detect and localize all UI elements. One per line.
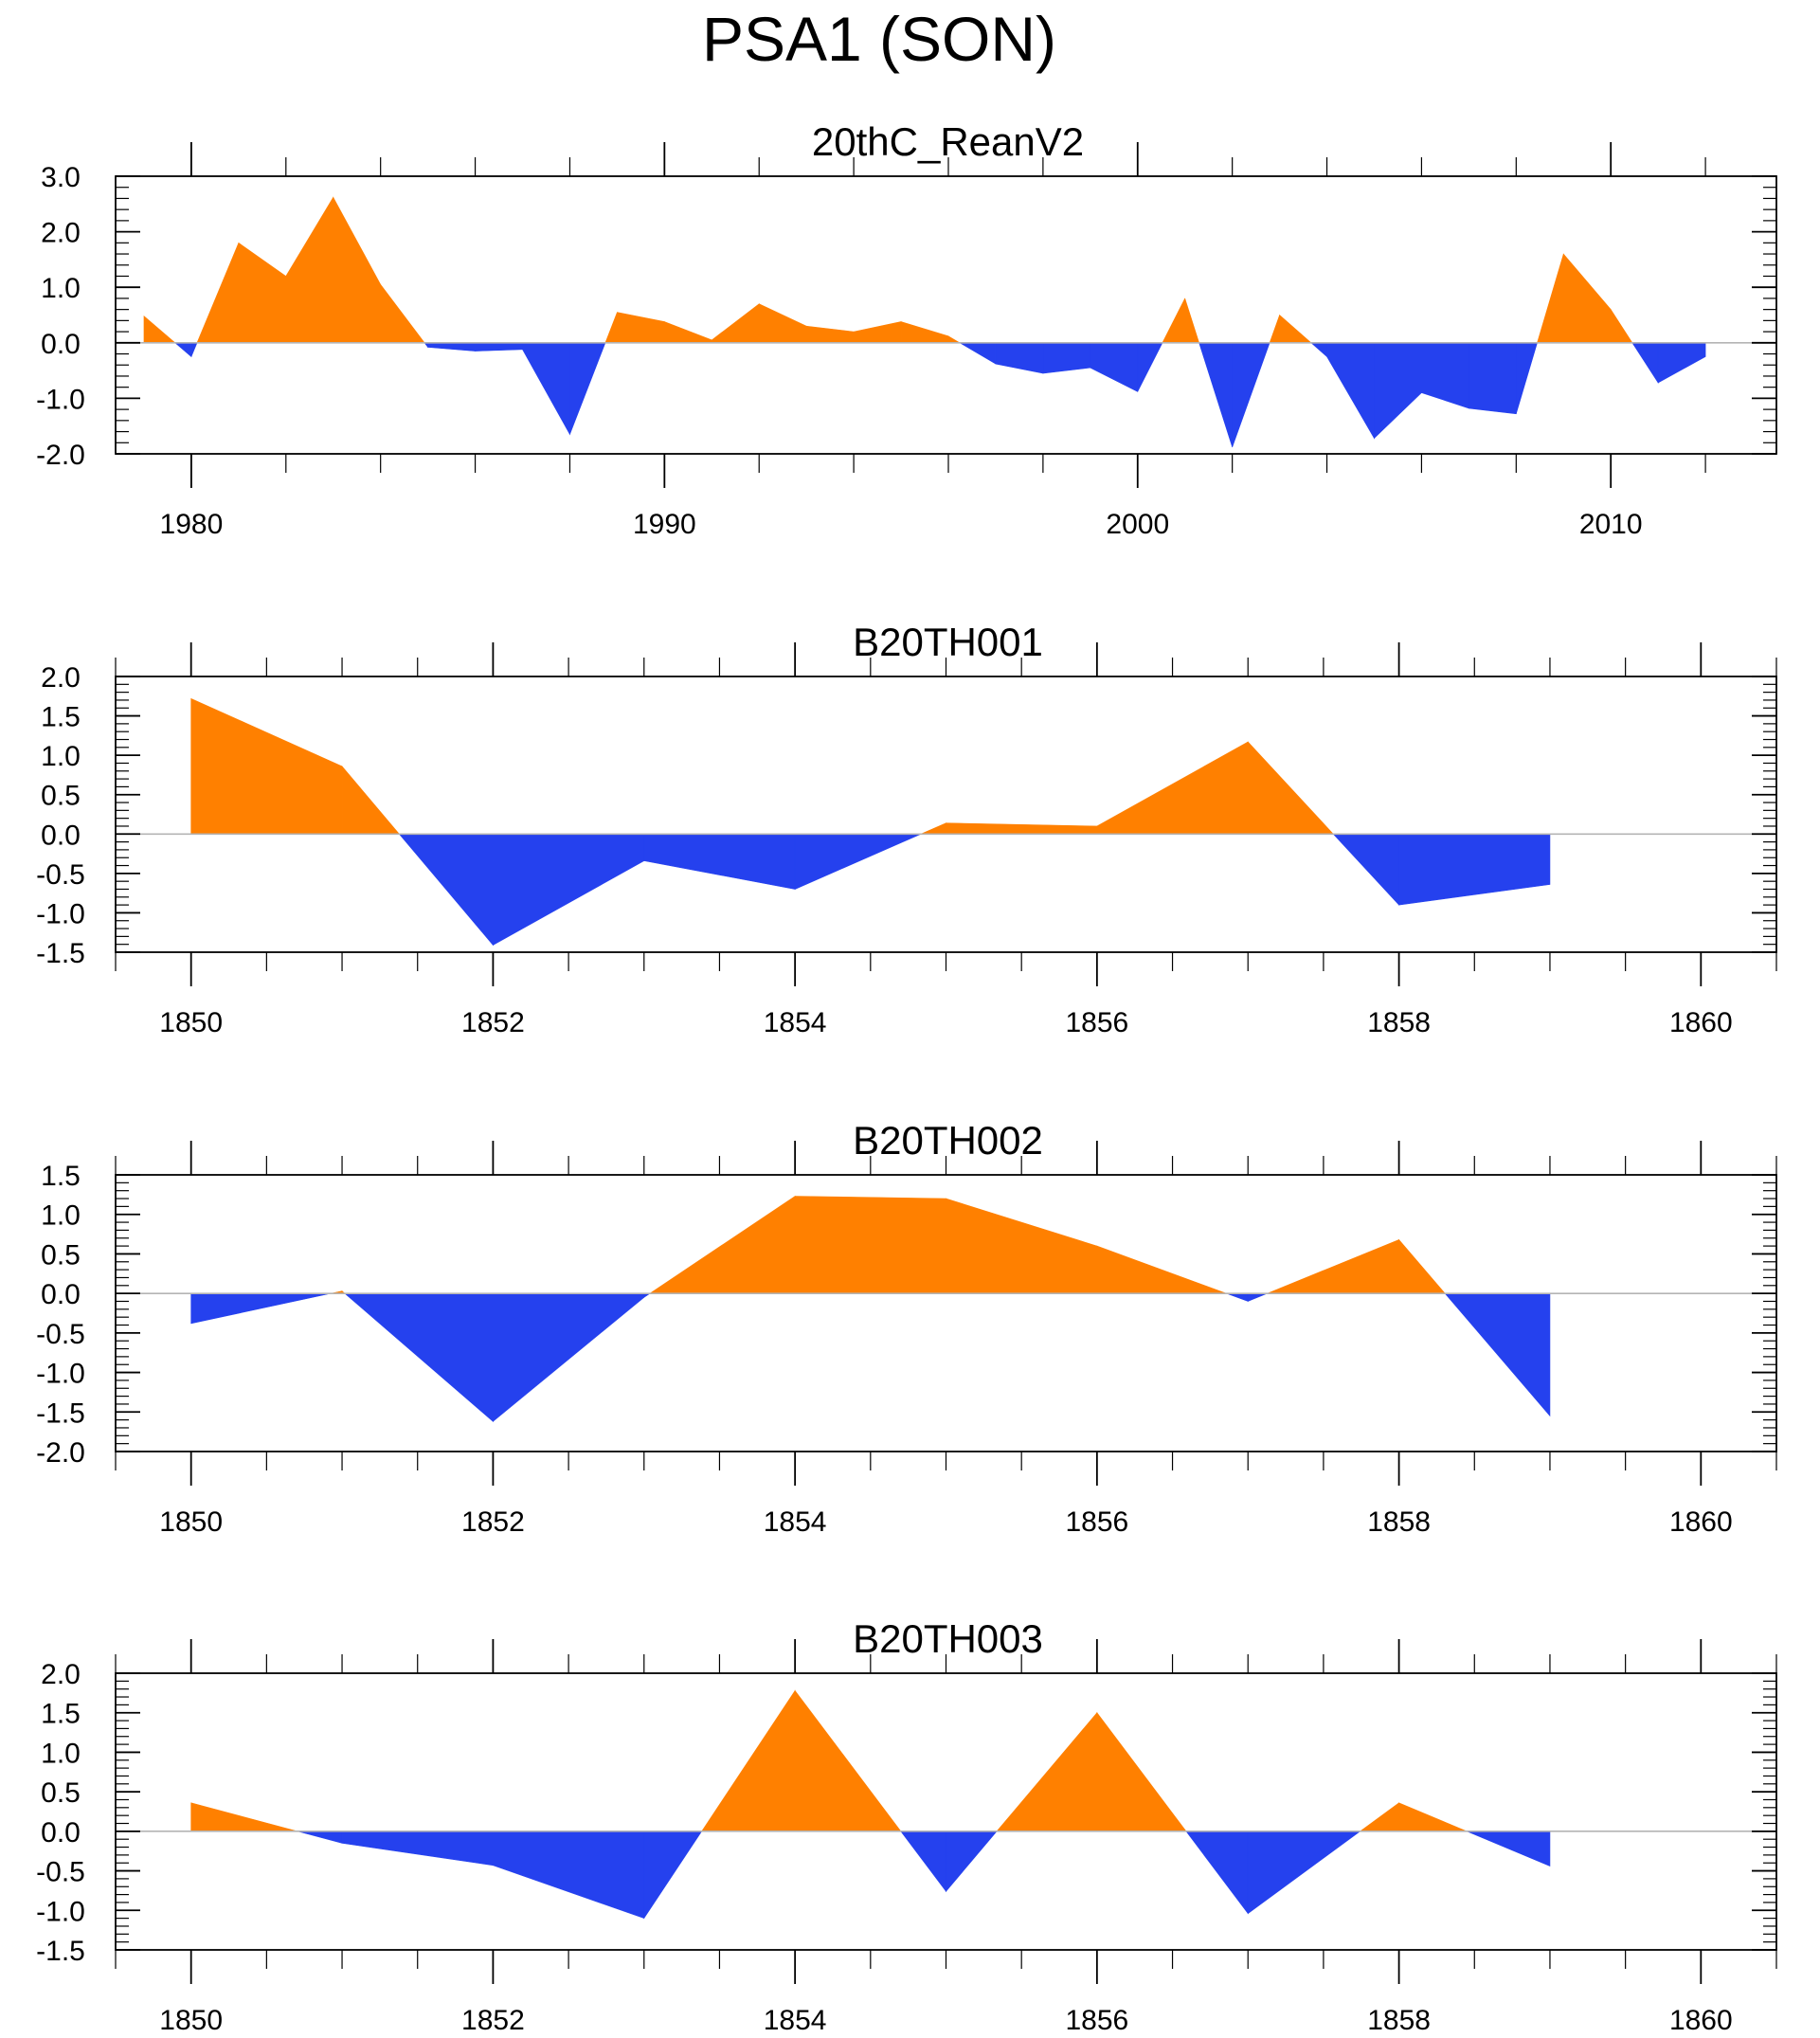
y-tick-label: 1.5 xyxy=(41,702,81,733)
y-tick-label: 2.0 xyxy=(41,662,81,694)
figure-title: PSA1 (SON) xyxy=(702,4,1056,74)
panels: 20thC_ReanV2 -2.0 -1.0 0.0 1.0 2.0 3.0 1980 1990… xyxy=(36,119,1777,2036)
y-tick-label: 1.5 xyxy=(41,1161,81,1192)
panel-title: B20TH003 xyxy=(853,1616,1043,1661)
x-tick-label: 1860 xyxy=(1669,1007,1733,1038)
y-tick-label: 3.0 xyxy=(41,162,81,193)
y-tick-label: 1.0 xyxy=(41,1200,81,1232)
x-tick-label: 1860 xyxy=(1669,1506,1733,1538)
y-tick-label: -1.0 xyxy=(36,384,85,415)
y-tick-label: -2.0 xyxy=(36,440,85,471)
y-tick-label: -1.5 xyxy=(36,1398,85,1429)
negative-area xyxy=(475,342,523,352)
y-tick-label: -1.0 xyxy=(36,898,85,929)
x-tick-label: 1852 xyxy=(461,1007,525,1038)
plot-frame xyxy=(115,175,1777,455)
y-tick-label: 1.0 xyxy=(41,1738,81,1769)
y-tick-label: 0.0 xyxy=(41,329,81,360)
x-tick-label: 1850 xyxy=(159,1007,223,1038)
y-tick-label: -0.5 xyxy=(36,1319,85,1350)
y-tick-label: 1.5 xyxy=(41,1699,81,1730)
x-tick-label: 1858 xyxy=(1367,1007,1431,1038)
x-tick-label: 1850 xyxy=(159,2005,223,2036)
positive-area xyxy=(794,1196,946,1294)
y-tick-label: 0.5 xyxy=(41,1777,81,1809)
panel-3: B20TH002 -2.0 -1.5 -1.0 -0.5 0.0 0.5 1.0 1.5 1850… xyxy=(36,1118,1777,1538)
x-tick-label: 1856 xyxy=(1065,1506,1128,1538)
y-tick-label: 0.0 xyxy=(41,1817,81,1849)
x-tick-label: 1860 xyxy=(1669,2005,1733,2036)
panel-title: B20TH001 xyxy=(853,620,1043,664)
x-tick-label: 1856 xyxy=(1065,2005,1128,2036)
panel-title: B20TH002 xyxy=(853,1118,1043,1163)
y-tick-label: 0.0 xyxy=(41,1279,81,1310)
y-tick-label: 2.0 xyxy=(41,218,81,249)
x-tick-label: 1854 xyxy=(764,1007,827,1038)
y-tick-label: 1.0 xyxy=(41,741,81,772)
negative-area xyxy=(1469,342,1517,415)
y-tick-label: 0.5 xyxy=(41,1239,81,1271)
x-tick-label: 1852 xyxy=(461,1506,525,1538)
y-tick-label: 1.0 xyxy=(41,273,81,304)
panel-title: 20thC_ReanV2 xyxy=(812,119,1084,164)
x-tick-label: 1850 xyxy=(159,1506,223,1538)
panel-2: B20TH001 -1.5 -1.0 -0.5 0.0 0.5 1.0 1.5 2.0 1850 1… xyxy=(36,620,1777,1038)
y-tick-label: -0.5 xyxy=(36,1857,85,1888)
panel-4: B20TH003 -1.5 -1.0 -0.5 0.0 0.5 1.0 1.5 2.0 1850 1… xyxy=(36,1616,1777,2036)
x-tick-label: 1990 xyxy=(633,509,696,540)
x-tick-label: 1858 xyxy=(1367,2005,1431,2036)
y-tick-label: -2.0 xyxy=(36,1437,85,1469)
y-tick-label: -0.5 xyxy=(36,859,85,891)
x-tick-label: 2000 xyxy=(1106,509,1169,540)
x-tick-label: 1980 xyxy=(160,509,224,540)
y-tick-label: -1.5 xyxy=(36,1936,85,1967)
panel-1: 20thC_ReanV2 -2.0 -1.0 0.0 1.0 2.0 3.0 1980 1990… xyxy=(36,119,1777,540)
x-tick-label: 1852 xyxy=(461,2005,525,2036)
y-tick-label: -1.0 xyxy=(36,1896,85,1927)
x-tick-label: 1854 xyxy=(764,2005,827,2036)
x-tick-label: 1854 xyxy=(764,1506,827,1538)
y-tick-label: 0.0 xyxy=(41,820,81,851)
x-tick-label: 1856 xyxy=(1065,1007,1128,1038)
y-tick-label: 2.0 xyxy=(41,1659,81,1690)
y-tick-label: -1.0 xyxy=(36,1359,85,1390)
negative-area xyxy=(1042,342,1091,374)
x-tick-label: 1858 xyxy=(1367,1506,1431,1538)
y-tick-label: -1.5 xyxy=(36,938,85,969)
y-tick-label: 0.5 xyxy=(41,781,81,812)
x-tick-label: 2010 xyxy=(1579,509,1643,540)
